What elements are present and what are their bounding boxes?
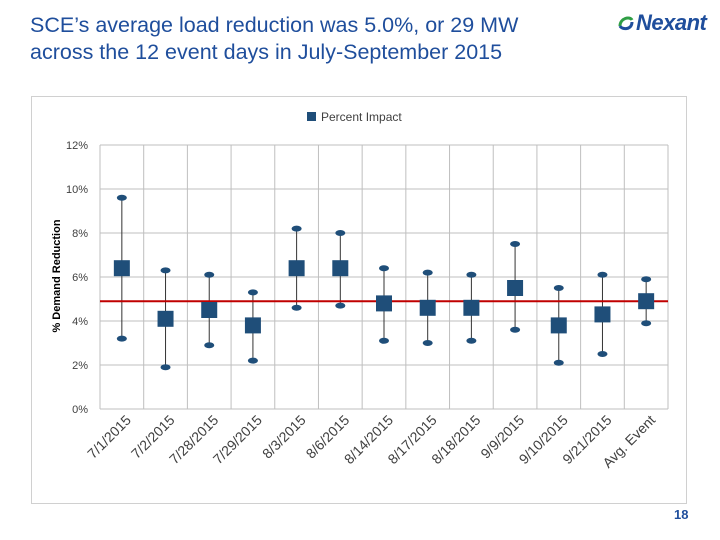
y-axis-title: % Demand Reduction	[51, 219, 63, 332]
nexant-logo: Nexant	[616, 8, 716, 38]
y-tick-labels: 0% 2% 4% 6% 8% 10% 12%	[66, 140, 88, 416]
y-tick-label: 2%	[72, 360, 88, 372]
percent-impact-point	[419, 299, 436, 316]
x-tick-label: 8/3/2015	[259, 412, 309, 462]
lower-bound-point	[247, 357, 258, 364]
legend: Percent Impact	[307, 110, 402, 124]
upper-bound-point	[553, 285, 564, 291]
percent-impact-point	[376, 295, 392, 312]
lower-bound-point	[510, 326, 521, 333]
lower-bound-point	[291, 304, 302, 311]
y-tick-label: 8%	[72, 228, 88, 240]
slide-title: SCE’s average load reduction was 5.0%, o…	[30, 12, 630, 66]
lower-bound-point	[422, 340, 433, 346]
percent-impact-point	[550, 317, 567, 334]
y-tick-label: 6%	[72, 272, 88, 284]
percent-impact-point	[288, 260, 305, 277]
upper-bound-point	[116, 194, 127, 201]
x-tick-label: 7/1/2015	[84, 412, 134, 462]
y-tick-label: 10%	[66, 184, 88, 196]
upper-bound-point	[204, 271, 215, 278]
lower-bound-point	[204, 342, 215, 349]
page-number: 18	[674, 507, 689, 522]
percent-impact-point	[507, 280, 524, 296]
upper-bound-point	[510, 241, 521, 247]
lower-bound-point	[335, 302, 346, 309]
upper-bound-point	[379, 265, 389, 272]
grid-layer	[99, 144, 669, 410]
lower-bound-point	[466, 337, 477, 344]
slide-title-line-1: SCE’s average load reduction was 5.0%, o…	[30, 13, 519, 37]
y-tick-label: 0%	[72, 404, 88, 416]
percent-impact-point	[157, 310, 174, 327]
percent-impact-point	[638, 293, 655, 310]
upper-bound-point	[160, 267, 171, 274]
legend-marker	[307, 112, 316, 121]
logo-text: Nexant	[636, 10, 707, 35]
upper-bound-point	[466, 271, 477, 278]
percent-impact-point	[332, 260, 349, 277]
percent-impact-point	[113, 260, 130, 277]
lower-bound-point	[116, 335, 127, 342]
percent-impact-point	[244, 317, 261, 334]
chart-frame	[31, 96, 687, 504]
lower-bound-point	[160, 364, 171, 371]
upper-bound-point	[597, 271, 608, 278]
x-tick-labels: 7/1/20157/2/20157/28/20157/29/20158/3/20…	[84, 412, 658, 471]
lower-bound-point	[641, 320, 652, 327]
legend-label: Percent Impact	[321, 110, 402, 124]
marker-layer	[113, 194, 655, 371]
y-tick-label: 12%	[66, 140, 88, 152]
upper-bound-point	[335, 230, 346, 236]
percent-impact-point	[594, 306, 611, 323]
lower-bound-point	[379, 337, 389, 344]
lower-bound-point	[553, 359, 564, 366]
y-tick-label: 4%	[72, 316, 88, 328]
upper-bound-point	[641, 276, 652, 283]
percent-impact-point	[463, 299, 480, 316]
upper-bound-point	[422, 269, 433, 276]
slide-title-line-2: across the 12 event days in July-Septemb…	[30, 40, 503, 64]
lower-bound-point	[597, 351, 608, 357]
upper-bound-point	[291, 225, 302, 232]
upper-bound-point	[247, 289, 258, 296]
nexant-swirl-icon	[618, 16, 634, 31]
percent-impact-point	[201, 302, 218, 318]
